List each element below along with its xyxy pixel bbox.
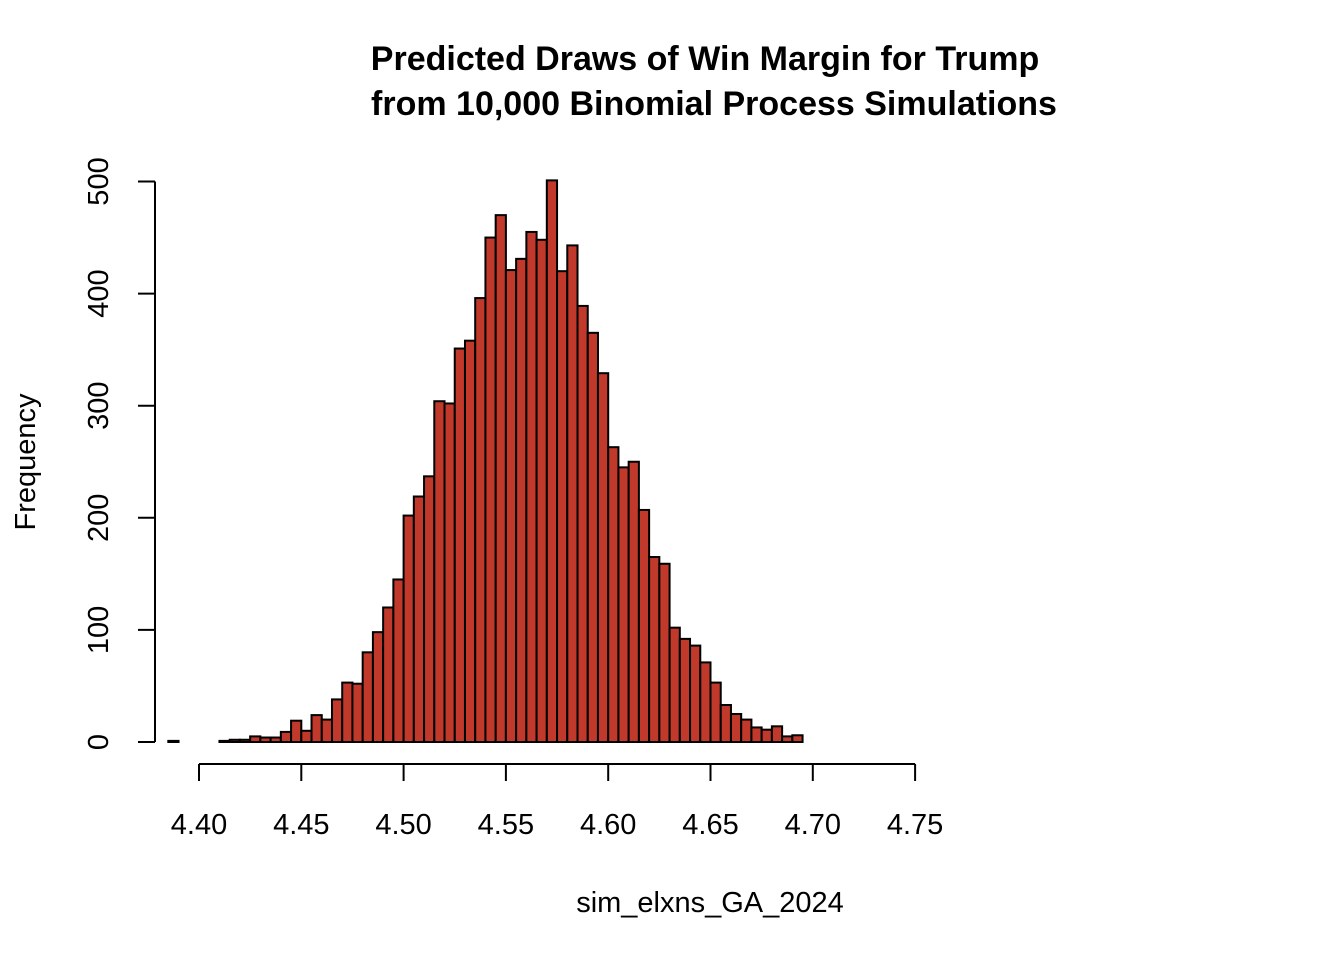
y-tick-label: 400: [83, 269, 115, 317]
histogram-bar: [689, 644, 702, 744]
histogram-bar: [504, 269, 518, 743]
histogram-bar: [259, 736, 272, 744]
x-tick-label: 4.60: [580, 809, 636, 841]
histogram-bar: [443, 402, 456, 743]
y-tick-label: 0: [83, 734, 115, 750]
chart-title-line-2: from 10,000 Binomial Process Simulations: [371, 85, 1057, 123]
histogram-bar: [218, 739, 231, 744]
histogram-bar: [310, 714, 323, 743]
histogram-bar: [402, 514, 415, 743]
x-tick-label: 4.55: [478, 809, 534, 841]
histogram-bar: [781, 735, 794, 744]
histogram-bar: [320, 718, 333, 744]
x-axis-label: sim_elxns_GA_2024: [576, 887, 844, 919]
histogram-bar: [423, 475, 436, 743]
histogram-bar: [371, 631, 385, 744]
histogram-bar: [453, 347, 466, 743]
histogram-bar: [238, 738, 252, 744]
histogram-bar: [269, 736, 282, 744]
histogram-bar: [463, 339, 477, 743]
x-tick-label: 4.45: [273, 809, 329, 841]
histogram-bar: [750, 726, 763, 743]
x-tick-label: 4.65: [682, 809, 738, 841]
histogram-bar: [627, 460, 640, 743]
histogram-bar: [566, 244, 579, 743]
histogram-bar: [556, 270, 569, 743]
y-axis-label: Frequency: [10, 393, 42, 531]
histogram-bar: [361, 651, 374, 744]
histogram-bar: [392, 578, 405, 744]
histogram-bar: [668, 626, 681, 743]
x-axis: 4.40 4.45 4.50 4.55 4.60 4.65 4.70 4.75: [171, 763, 943, 841]
histogram-bar: [228, 738, 241, 744]
y-tick-label: 100: [83, 606, 115, 654]
x-tick-label: 4.70: [785, 809, 841, 841]
histogram-bar: [699, 661, 712, 743]
x-tick-label: 4.75: [887, 809, 943, 841]
histogram-bar: [494, 214, 507, 743]
x-tick-label: 4.40: [171, 809, 227, 841]
histogram-bar: [535, 238, 548, 743]
histogram-bar: [484, 236, 497, 744]
histogram-bar: [351, 682, 364, 744]
histogram-bar: [167, 739, 180, 744]
y-axis: 0 100 200 300 400 500: [83, 157, 156, 750]
histogram-bar: [760, 728, 773, 743]
chart-title-line-1: Predicted Draws of Win Margin for Trump: [371, 40, 1039, 78]
histogram-bar: [249, 735, 262, 744]
histogram-bar: [729, 712, 743, 743]
y-tick-label: 500: [83, 157, 115, 205]
histogram-bar: [709, 681, 722, 744]
histogram-bar: [637, 508, 651, 744]
y-tick-label: 200: [83, 494, 115, 542]
histogram-bar: [382, 606, 395, 743]
histogram-bar: [617, 466, 630, 743]
histogram-bar: [341, 681, 354, 744]
histogram-bar: [658, 562, 671, 744]
histogram-bar: [586, 331, 599, 743]
histogram-bar: [545, 179, 559, 743]
histogram-bar: [770, 725, 784, 743]
histogram-bar: [607, 446, 620, 743]
histogram-bar: [596, 372, 610, 743]
histogram-bar: [648, 556, 661, 744]
y-tick-label: 300: [83, 382, 115, 430]
bars-group: [167, 179, 804, 744]
histogram-bar: [300, 729, 313, 743]
histogram-bar: [740, 718, 753, 744]
x-tick-label: 4.50: [375, 809, 431, 841]
histogram-bar: [515, 257, 528, 743]
histogram-bar: [678, 637, 692, 743]
histogram-bar: [412, 495, 426, 743]
histogram-bar: [330, 698, 344, 744]
histogram-bar: [791, 734, 804, 744]
histogram-bar: [576, 304, 589, 743]
histogram-bar: [290, 719, 303, 744]
histogram-bar: [433, 400, 446, 743]
histogram-bar: [279, 730, 293, 743]
histogram-bar: [719, 704, 732, 744]
histogram-bar: [474, 297, 487, 743]
histogram-bar: [525, 230, 538, 743]
